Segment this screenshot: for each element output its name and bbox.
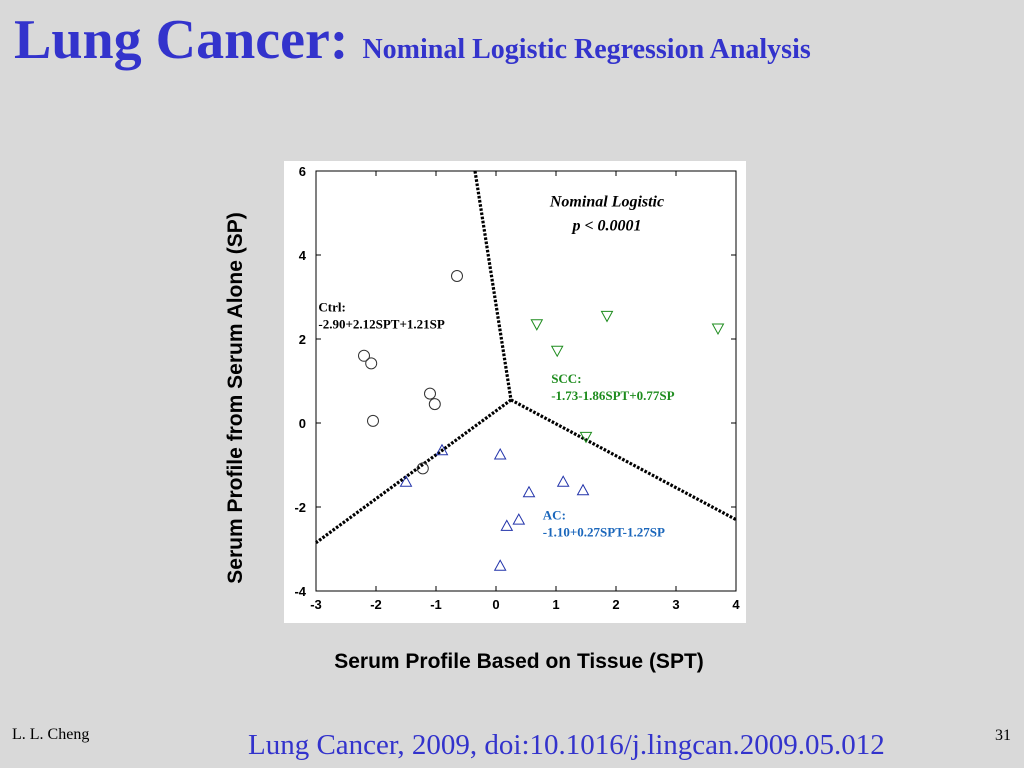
- x-tick-label: -1: [430, 597, 442, 612]
- slide-title-subtitle: Nominal Logistic Regression Analysis: [362, 34, 811, 65]
- y-tick-label: 6: [299, 164, 306, 179]
- plot-frame: [315, 170, 737, 592]
- scc-data-point: [530, 319, 544, 331]
- ctrl-equation-formula: -2.90+2.12SPT+1.21SP: [318, 317, 444, 332]
- x-tick-label: 1: [552, 597, 559, 612]
- x-tick-label: 2: [612, 597, 619, 612]
- scc-equation-formula: -1.73-1.86SPT+0.77SP: [551, 388, 674, 403]
- y-tick-label: 4: [299, 248, 307, 263]
- x-tick-label: 4: [732, 597, 740, 612]
- ctrl-data-point: [424, 387, 436, 400]
- ac-data-point: [576, 483, 590, 496]
- y-tick-label: 0: [299, 416, 306, 431]
- scc-data-point: [600, 310, 614, 323]
- x-tick-label: -3: [310, 597, 322, 612]
- ac-data-point: [399, 475, 413, 487]
- ctrl-data-point: [428, 398, 441, 411]
- ac-equation-formula: -1.10+0.27SPT-1.27SP: [543, 524, 665, 539]
- decision-boundary: [510, 398, 737, 522]
- y-axis-title: Serum Profile from Serum Alone (SP): [224, 212, 247, 584]
- slide-title: Lung Cancer: Nominal Logistic Regression…: [14, 8, 811, 72]
- ctrl-data-point: [365, 357, 378, 370]
- decision-boundary: [473, 170, 513, 401]
- y-tick-label: 2: [299, 332, 306, 347]
- chart-header-line1: Nominal Logistic: [549, 194, 664, 211]
- y-tick-label: -2: [294, 500, 306, 515]
- x-tick-label: -2: [370, 597, 382, 612]
- ctrl-data-point: [451, 270, 463, 282]
- decision-boundary: [315, 398, 512, 544]
- ac-data-point: [522, 485, 536, 498]
- ac-equation-label: AC:: [543, 508, 566, 523]
- chart-header-line2: p < 0.0001: [570, 218, 641, 235]
- slide-title-main: Lung Cancer:: [14, 9, 349, 71]
- scatter-plot: -3 -2 -1 0 1 2 3 4 6 4 2 0 -2 -4 Nominal Logistic p < …: [294, 164, 740, 612]
- ac-data-point: [435, 443, 449, 456]
- scc-data-point: [579, 431, 593, 444]
- ctrl-data-point: [416, 462, 429, 475]
- ac-data-point: [556, 475, 570, 487]
- scc-equation-label: SCC:: [551, 371, 581, 386]
- ctrl-data-point: [367, 414, 379, 427]
- ac-data-point: [500, 519, 514, 531]
- y-tick-label: -4: [294, 584, 306, 599]
- x-tick-label: 0: [492, 597, 499, 612]
- page-number: 31: [995, 727, 1011, 744]
- ctrl-equation-label: Ctrl:: [318, 300, 345, 315]
- scc-data-point: [711, 323, 725, 336]
- ac-data-point: [512, 513, 526, 525]
- ctrl-data-point: [358, 349, 370, 362]
- ac-data-point: [493, 447, 507, 460]
- author-credit: L. L. Cheng: [12, 726, 90, 743]
- citation-link[interactable]: Lung Cancer, 2009, doi:10.1016/j.lingcan…: [248, 729, 885, 761]
- scatter-plot-panel: -3 -2 -1 0 1 2 3 4 6 4 2 0 -2 -4 Nominal Logistic p < …: [284, 161, 746, 623]
- x-tick-label: 3: [672, 597, 679, 612]
- x-axis-title: Serum Profile Based on Tissue (SPT): [334, 650, 704, 673]
- ac-data-point: [493, 559, 507, 571]
- scc-data-point: [550, 345, 564, 358]
